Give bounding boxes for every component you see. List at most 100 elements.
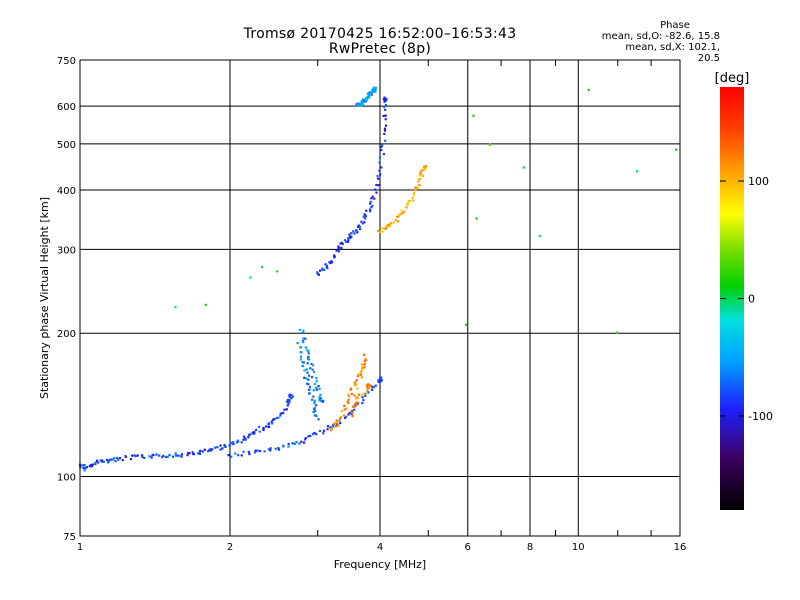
data-point	[414, 186, 417, 189]
data-point	[368, 386, 371, 389]
data-point	[381, 144, 384, 147]
data-point	[615, 331, 619, 334]
data-point	[134, 455, 137, 458]
data-point	[356, 387, 359, 390]
data-point	[253, 431, 256, 434]
data-point	[361, 100, 364, 103]
data-point	[362, 103, 365, 106]
data-point	[283, 408, 286, 411]
data-point	[354, 404, 357, 407]
data-point	[365, 209, 368, 212]
data-point	[360, 363, 363, 366]
data-point	[356, 396, 359, 399]
data-point	[302, 337, 305, 340]
data-point	[203, 448, 206, 451]
data-point	[270, 420, 273, 423]
data-point	[305, 382, 309, 385]
data-point	[269, 447, 272, 450]
data-point	[180, 453, 184, 456]
data-point	[384, 124, 388, 127]
data-point	[419, 172, 422, 175]
data-point	[342, 414, 346, 417]
data-point	[340, 415, 343, 419]
data-point	[332, 422, 335, 426]
data-point	[368, 93, 371, 97]
data-point	[214, 446, 217, 449]
data-point	[397, 215, 401, 218]
data-point	[262, 428, 265, 431]
data-point	[348, 412, 351, 415]
data-point	[319, 393, 322, 396]
data-point	[374, 90, 377, 93]
data-point	[105, 458, 109, 462]
data-point	[249, 276, 252, 279]
data-point	[307, 352, 310, 355]
data-point	[155, 453, 158, 456]
y-tick-label: 100	[57, 473, 76, 484]
data-point	[419, 177, 422, 181]
data-point	[392, 221, 395, 224]
data-point	[82, 466, 85, 470]
data-point	[371, 195, 374, 198]
data-point	[366, 385, 369, 388]
data-point	[219, 444, 222, 447]
data-point	[370, 206, 373, 209]
data-point	[99, 459, 102, 462]
data-point	[269, 449, 272, 452]
data-point	[365, 98, 368, 102]
data-point	[375, 191, 378, 194]
data-point	[378, 161, 381, 164]
data-point	[310, 375, 314, 379]
data-point	[258, 449, 262, 453]
data-point	[130, 454, 134, 457]
data-point	[384, 227, 387, 230]
data-point	[366, 389, 369, 392]
y-tick-label: 75	[63, 532, 76, 543]
data-point	[262, 426, 265, 430]
data-point	[350, 410, 353, 413]
data-point	[369, 210, 372, 213]
data-point	[310, 362, 313, 366]
data-point	[303, 369, 306, 372]
data-point	[464, 323, 468, 326]
data-point	[315, 380, 318, 383]
colorbar-tick-label: -100	[748, 410, 773, 423]
data-point	[350, 392, 353, 396]
data-point	[363, 213, 366, 216]
data-point	[354, 383, 357, 386]
data-point	[254, 451, 257, 454]
data-point	[277, 448, 281, 451]
data-point	[538, 234, 541, 237]
data-point	[363, 392, 366, 395]
data-point	[152, 453, 155, 457]
data-point	[117, 458, 120, 461]
data-point	[204, 303, 207, 306]
data-point	[377, 177, 380, 180]
data-point	[379, 173, 382, 176]
data-point	[381, 230, 384, 233]
data-point	[115, 456, 118, 459]
data-point	[279, 414, 282, 417]
data-point	[267, 422, 271, 425]
data-point	[373, 197, 376, 200]
data-point	[373, 386, 376, 389]
data-point	[321, 268, 324, 271]
data-point	[363, 366, 366, 369]
data-point	[378, 169, 381, 172]
data-point	[364, 357, 367, 360]
data-point	[234, 452, 237, 455]
data-point	[298, 442, 301, 445]
data-point	[344, 415, 348, 418]
data-point	[300, 440, 303, 443]
data-point	[337, 250, 340, 253]
data-point	[381, 227, 384, 230]
data-point	[271, 422, 274, 425]
data-point	[339, 421, 342, 425]
data-point	[367, 391, 370, 394]
data-point	[364, 358, 368, 362]
data-point	[326, 425, 329, 428]
data-point	[384, 118, 387, 121]
data-point	[385, 98, 388, 101]
data-point	[371, 385, 374, 388]
data-point	[295, 440, 298, 444]
